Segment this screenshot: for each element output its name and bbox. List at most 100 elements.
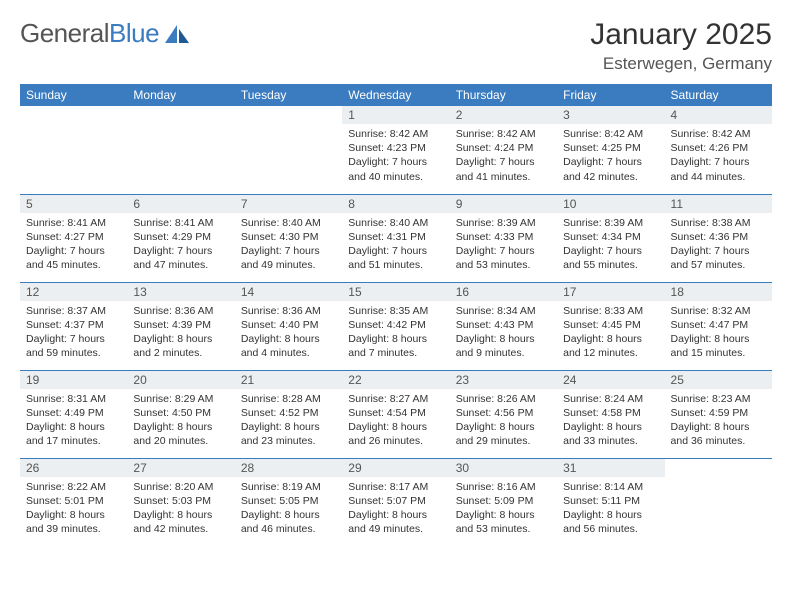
day-details: Sunrise: 8:39 AMSunset: 4:33 PMDaylight:… (450, 213, 557, 277)
daylight-line: Daylight: 8 hours and 20 minutes. (133, 420, 228, 448)
weekday-header: Wednesday (342, 84, 449, 106)
daylight-line: Daylight: 7 hours and 55 minutes. (563, 244, 658, 272)
day-details: Sunrise: 8:42 AMSunset: 4:24 PMDaylight:… (450, 124, 557, 188)
daylight-line: Daylight: 8 hours and 7 minutes. (348, 332, 443, 360)
day-number: 19 (20, 371, 127, 389)
calendar-week-row: 1Sunrise: 8:42 AMSunset: 4:23 PMDaylight… (20, 106, 772, 194)
day-details: Sunrise: 8:35 AMSunset: 4:42 PMDaylight:… (342, 301, 449, 365)
day-details: Sunrise: 8:14 AMSunset: 5:11 PMDaylight:… (557, 477, 664, 541)
day-details: Sunrise: 8:22 AMSunset: 5:01 PMDaylight:… (20, 477, 127, 541)
day-number: 11 (665, 195, 772, 213)
day-number: 23 (450, 371, 557, 389)
day-number: 9 (450, 195, 557, 213)
sunrise-line: Sunrise: 8:42 AM (456, 127, 551, 141)
day-details: Sunrise: 8:42 AMSunset: 4:26 PMDaylight:… (665, 124, 772, 188)
weekday-header: Friday (557, 84, 664, 106)
logo-text: GeneralBlue (20, 18, 159, 49)
day-details: Sunrise: 8:26 AMSunset: 4:56 PMDaylight:… (450, 389, 557, 453)
day-details: Sunrise: 8:31 AMSunset: 4:49 PMDaylight:… (20, 389, 127, 453)
sunrise-line: Sunrise: 8:33 AM (563, 304, 658, 318)
calendar-day-cell: 29Sunrise: 8:17 AMSunset: 5:07 PMDayligh… (342, 458, 449, 546)
day-details: Sunrise: 8:38 AMSunset: 4:36 PMDaylight:… (665, 213, 772, 277)
day-number: 27 (127, 459, 234, 477)
logo-word2: Blue (109, 18, 159, 48)
daylight-line: Daylight: 7 hours and 42 minutes. (563, 155, 658, 183)
daylight-line: Daylight: 8 hours and 53 minutes. (456, 508, 551, 536)
calendar-day-cell: 15Sunrise: 8:35 AMSunset: 4:42 PMDayligh… (342, 282, 449, 370)
calendar-day-cell: 4Sunrise: 8:42 AMSunset: 4:26 PMDaylight… (665, 106, 772, 194)
day-details: Sunrise: 8:36 AMSunset: 4:39 PMDaylight:… (127, 301, 234, 365)
weekday-header: Thursday (450, 84, 557, 106)
weekday-header: Monday (127, 84, 234, 106)
daylight-line: Daylight: 8 hours and 56 minutes. (563, 508, 658, 536)
day-details: Sunrise: 8:24 AMSunset: 4:58 PMDaylight:… (557, 389, 664, 453)
weekday-header: Sunday (20, 84, 127, 106)
daylight-line: Daylight: 8 hours and 26 minutes. (348, 420, 443, 448)
sunset-line: Sunset: 5:09 PM (456, 494, 551, 508)
day-details: Sunrise: 8:32 AMSunset: 4:47 PMDaylight:… (665, 301, 772, 365)
daylight-line: Daylight: 8 hours and 42 minutes. (133, 508, 228, 536)
daylight-line: Daylight: 8 hours and 29 minutes. (456, 420, 551, 448)
sunset-line: Sunset: 4:34 PM (563, 230, 658, 244)
daylight-line: Daylight: 7 hours and 51 minutes. (348, 244, 443, 272)
calendar-day-cell: 21Sunrise: 8:28 AMSunset: 4:52 PMDayligh… (235, 370, 342, 458)
day-number: 2 (450, 106, 557, 124)
sunset-line: Sunset: 4:39 PM (133, 318, 228, 332)
sunrise-line: Sunrise: 8:32 AM (671, 304, 766, 318)
sunrise-line: Sunrise: 8:29 AM (133, 392, 228, 406)
calendar-day-cell: 11Sunrise: 8:38 AMSunset: 4:36 PMDayligh… (665, 194, 772, 282)
sunrise-line: Sunrise: 8:42 AM (671, 127, 766, 141)
sunset-line: Sunset: 4:59 PM (671, 406, 766, 420)
day-number: 17 (557, 283, 664, 301)
sunset-line: Sunset: 4:47 PM (671, 318, 766, 332)
daylight-line: Daylight: 8 hours and 46 minutes. (241, 508, 336, 536)
day-number: 14 (235, 283, 342, 301)
day-details: Sunrise: 8:42 AMSunset: 4:23 PMDaylight:… (342, 124, 449, 188)
daylight-line: Daylight: 7 hours and 49 minutes. (241, 244, 336, 272)
sunset-line: Sunset: 4:23 PM (348, 141, 443, 155)
sunrise-line: Sunrise: 8:36 AM (133, 304, 228, 318)
day-number: 10 (557, 195, 664, 213)
sunrise-line: Sunrise: 8:34 AM (456, 304, 551, 318)
sunset-line: Sunset: 4:36 PM (671, 230, 766, 244)
day-details: Sunrise: 8:39 AMSunset: 4:34 PMDaylight:… (557, 213, 664, 277)
sunrise-line: Sunrise: 8:16 AM (456, 480, 551, 494)
location: Esterwegen, Germany (590, 54, 772, 74)
day-number: 13 (127, 283, 234, 301)
sunset-line: Sunset: 4:31 PM (348, 230, 443, 244)
day-details: Sunrise: 8:41 AMSunset: 4:27 PMDaylight:… (20, 213, 127, 277)
calendar-day-cell: 8Sunrise: 8:40 AMSunset: 4:31 PMDaylight… (342, 194, 449, 282)
day-details: Sunrise: 8:40 AMSunset: 4:31 PMDaylight:… (342, 213, 449, 277)
day-number: 7 (235, 195, 342, 213)
daylight-line: Daylight: 7 hours and 53 minutes. (456, 244, 551, 272)
calendar-day-cell: 13Sunrise: 8:36 AMSunset: 4:39 PMDayligh… (127, 282, 234, 370)
calendar-day-cell: 14Sunrise: 8:36 AMSunset: 4:40 PMDayligh… (235, 282, 342, 370)
sunrise-line: Sunrise: 8:39 AM (456, 216, 551, 230)
sunrise-line: Sunrise: 8:31 AM (26, 392, 121, 406)
sunrise-line: Sunrise: 8:28 AM (241, 392, 336, 406)
day-details: Sunrise: 8:20 AMSunset: 5:03 PMDaylight:… (127, 477, 234, 541)
day-number: 20 (127, 371, 234, 389)
calendar-empty-cell (235, 106, 342, 194)
calendar-day-cell: 3Sunrise: 8:42 AMSunset: 4:25 PMDaylight… (557, 106, 664, 194)
sunset-line: Sunset: 4:52 PM (241, 406, 336, 420)
day-number: 22 (342, 371, 449, 389)
sunrise-line: Sunrise: 8:23 AM (671, 392, 766, 406)
daylight-line: Daylight: 8 hours and 9 minutes. (456, 332, 551, 360)
logo-sail-icon (163, 23, 191, 45)
calendar-day-cell: 25Sunrise: 8:23 AMSunset: 4:59 PMDayligh… (665, 370, 772, 458)
sunrise-line: Sunrise: 8:38 AM (671, 216, 766, 230)
sunset-line: Sunset: 4:50 PM (133, 406, 228, 420)
calendar-day-cell: 6Sunrise: 8:41 AMSunset: 4:29 PMDaylight… (127, 194, 234, 282)
calendar-week-row: 12Sunrise: 8:37 AMSunset: 4:37 PMDayligh… (20, 282, 772, 370)
sunset-line: Sunset: 4:33 PM (456, 230, 551, 244)
day-details: Sunrise: 8:37 AMSunset: 4:37 PMDaylight:… (20, 301, 127, 365)
sunset-line: Sunset: 4:56 PM (456, 406, 551, 420)
title-block: January 2025 Esterwegen, Germany (590, 18, 772, 74)
sunset-line: Sunset: 4:25 PM (563, 141, 658, 155)
day-details: Sunrise: 8:33 AMSunset: 4:45 PMDaylight:… (557, 301, 664, 365)
sunrise-line: Sunrise: 8:17 AM (348, 480, 443, 494)
weekday-row: SundayMondayTuesdayWednesdayThursdayFrid… (20, 84, 772, 106)
calendar-day-cell: 23Sunrise: 8:26 AMSunset: 4:56 PMDayligh… (450, 370, 557, 458)
calendar-day-cell: 12Sunrise: 8:37 AMSunset: 4:37 PMDayligh… (20, 282, 127, 370)
